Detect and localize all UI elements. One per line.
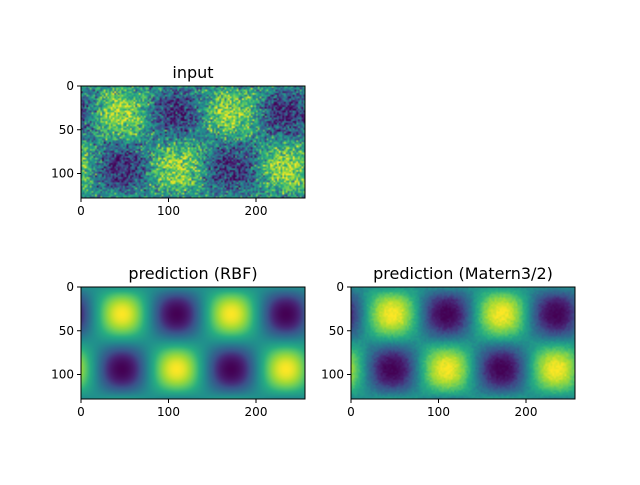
subplot-2: prediction (RBF) 0 100 200 0 50 100 xyxy=(51,264,306,419)
y-tick-label: 50 xyxy=(329,324,344,338)
y-tick-label: 100 xyxy=(321,368,344,382)
subplot-1: input 0 100 200 0 50 100 xyxy=(51,63,306,218)
y-tick-label: 100 xyxy=(51,167,74,181)
x-tick-label: 200 xyxy=(245,405,268,419)
x-tick-label: 100 xyxy=(427,405,450,419)
subplot-title: input xyxy=(172,63,213,82)
y-tick-label: 50 xyxy=(59,324,74,338)
x-tick-label: 200 xyxy=(245,204,268,218)
axes-frame xyxy=(80,85,306,199)
x-tick-label: 0 xyxy=(347,405,355,419)
x-tick-label: 0 xyxy=(77,204,85,218)
subplot-title: prediction (RBF) xyxy=(128,264,257,283)
x-tick-label: 0 xyxy=(77,405,85,419)
axes-frame xyxy=(350,286,576,400)
x-tick-label: 100 xyxy=(157,405,180,419)
subplot-title: prediction (Matern3/2) xyxy=(373,264,553,283)
heatmap-image xyxy=(81,287,305,399)
y-tick-label: 0 xyxy=(66,280,74,294)
x-tick-label: 200 xyxy=(515,405,538,419)
heatmap-image xyxy=(351,287,575,399)
y-tick-label: 0 xyxy=(66,79,74,93)
heatmap-image xyxy=(81,86,305,198)
y-tick-label: 100 xyxy=(51,368,74,382)
subplot-3: prediction (Matern3/2) 0 100 200 0 50 100 xyxy=(321,264,576,419)
y-tick-label: 50 xyxy=(59,123,74,137)
x-tick-label: 100 xyxy=(157,204,180,218)
axes-frame xyxy=(80,286,306,400)
y-tick-label: 0 xyxy=(336,280,344,294)
